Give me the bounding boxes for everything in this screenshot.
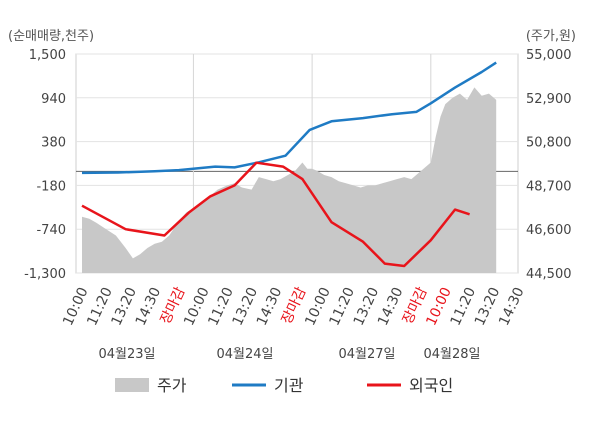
institution-line	[81, 61, 497, 175]
left-tick-label: -1,300	[24, 267, 66, 282]
price-area-layer	[82, 87, 497, 274]
right-axis-title: (주가,원)	[526, 29, 576, 44]
legend-label: 외국인	[409, 376, 453, 395]
day-label: 04월27일	[338, 347, 395, 362]
legend-swatch-price	[115, 378, 149, 392]
day-label: 04월24일	[216, 347, 273, 362]
right-tick-label: 46,600	[526, 223, 572, 238]
legend-label: 기관	[274, 376, 304, 395]
left-tick-label: 940	[41, 92, 66, 107]
right-tick-label: 44,500	[526, 267, 572, 282]
day-labels: 04월23일 04월24일 04월27일 04월28일	[98, 347, 480, 362]
left-tick-label: 380	[41, 136, 66, 151]
left-tick-label: -740	[36, 223, 66, 238]
legend-label: 주가	[157, 376, 187, 395]
left-tick-label: 1,500	[29, 48, 66, 63]
right-tick-label: 48,700	[526, 179, 572, 194]
day-label: 04월28일	[423, 347, 480, 362]
left-axis-title: (순매매량,천주)	[8, 29, 94, 44]
day-label: 04월23일	[98, 347, 155, 362]
right-tick-label: 52,900	[526, 92, 572, 107]
series-line-layer	[81, 61, 497, 268]
legend: 주가 기관 외국인	[115, 376, 453, 395]
x-tick-labels: 10:0011:2013:2014:30장마감10:0011:2013:2014…	[60, 285, 528, 328]
price-area	[82, 87, 497, 274]
right-tick-label: 55,000	[526, 48, 572, 63]
left-tick-label: -180	[36, 179, 66, 194]
axis-layer: (순매매량,천주) (주가,원) 1,500 940 380 -180 -740 -1,3…	[8, 29, 576, 282]
right-tick-label: 50,800	[526, 136, 572, 151]
foreigner-line	[81, 161, 470, 268]
